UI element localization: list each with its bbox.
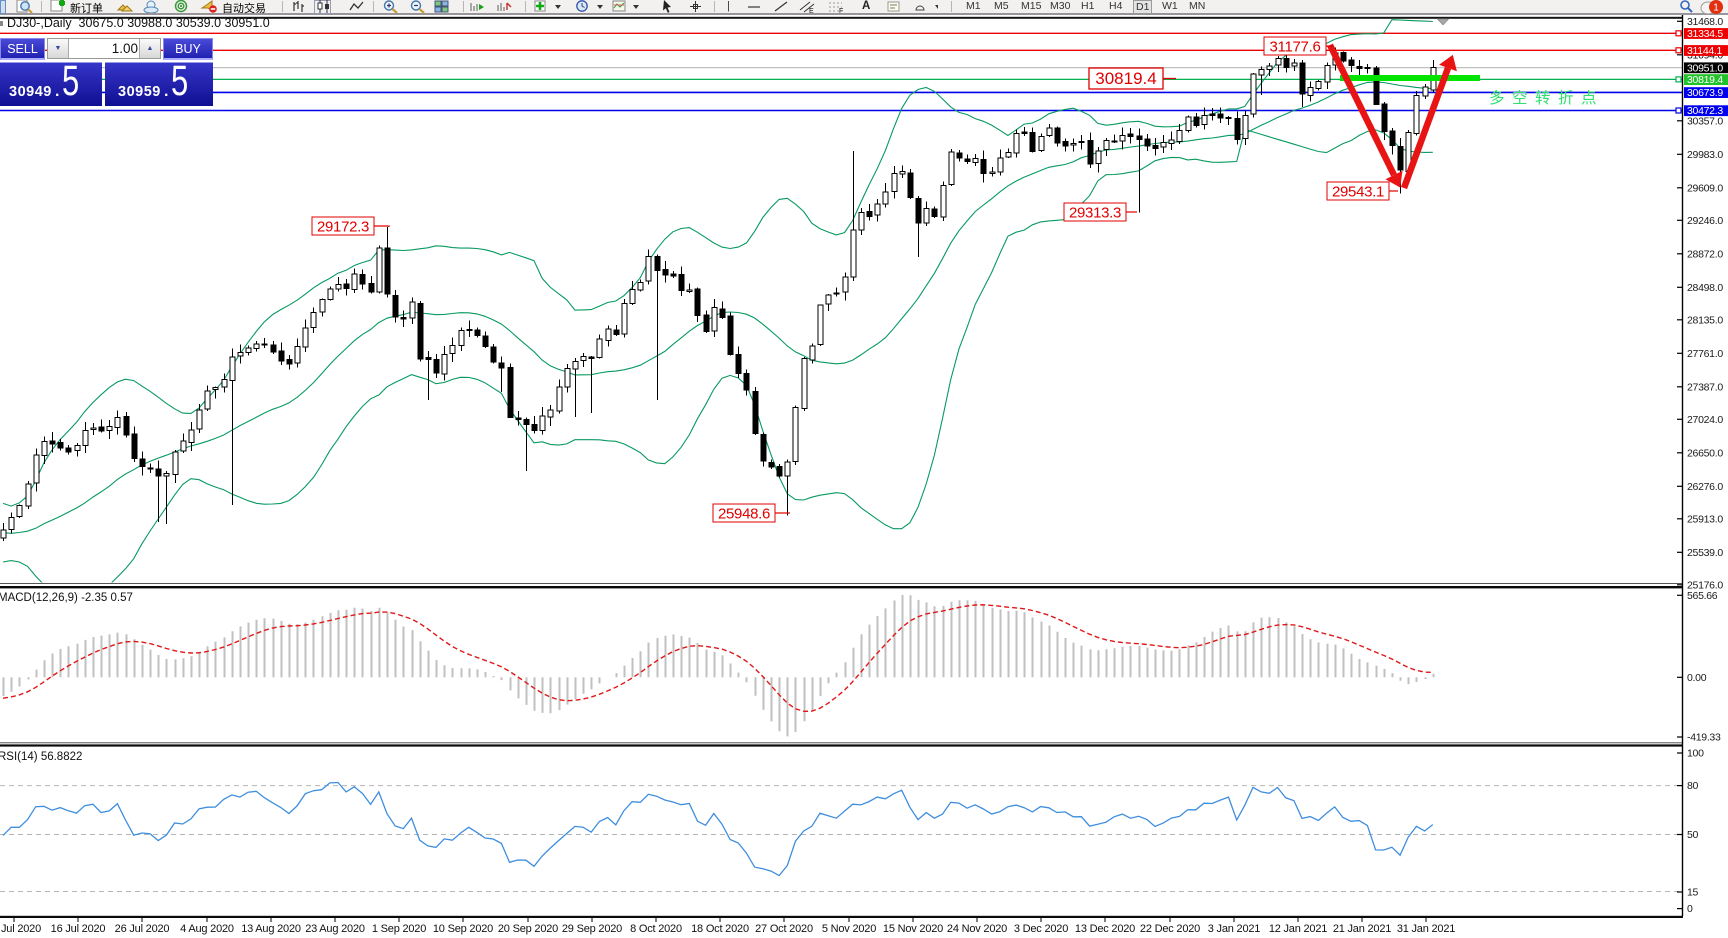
- svg-text:5 Nov 2020: 5 Nov 2020: [822, 923, 876, 935]
- svg-text:1: 1: [1713, 3, 1719, 14]
- svg-text:28498.0: 28498.0: [1687, 282, 1723, 294]
- svg-text:31177.6: 31177.6: [1269, 38, 1320, 55]
- svg-text:31144.1: 31144.1: [1687, 45, 1723, 57]
- svg-text:25176.0: 25176.0: [1687, 579, 1723, 591]
- svg-text:12 Jan 2021: 12 Jan 2021: [1269, 923, 1327, 935]
- svg-text:4 Aug 2020: 4 Aug 2020: [180, 923, 234, 935]
- svg-text:31 Jan 2021: 31 Jan 2021: [1397, 923, 1455, 935]
- svg-text:28872.0: 28872.0: [1687, 248, 1723, 260]
- svg-text:13 Aug 2020: 13 Aug 2020: [241, 923, 301, 935]
- svg-text:18 Oct 2020: 18 Oct 2020: [691, 923, 749, 935]
- svg-text:27387.0: 27387.0: [1687, 381, 1723, 393]
- svg-text:多空转折点: 多空转折点: [1489, 89, 1604, 107]
- svg-text:22 Dec 2020: 22 Dec 2020: [1140, 923, 1200, 935]
- svg-text:25913.0: 25913.0: [1687, 513, 1723, 525]
- svg-text:27761.0: 27761.0: [1687, 348, 1723, 360]
- svg-text:29313.3: 29313.3: [1069, 204, 1121, 221]
- svg-text:3 Dec 2020: 3 Dec 2020: [1014, 923, 1068, 935]
- svg-text:-419.33: -419.33: [1687, 732, 1721, 744]
- svg-text:DJ30-,Daily 30675.0 30988.0 3: DJ30-,Daily 30675.0 30988.0 30539.0 3095…: [7, 16, 270, 30]
- svg-text:16 Jul 2020: 16 Jul 2020: [51, 923, 106, 935]
- svg-text:31468.0: 31468.0: [1687, 16, 1723, 28]
- svg-text:30472.3: 30472.3: [1687, 105, 1723, 117]
- svg-text:100: 100: [1687, 748, 1704, 760]
- svg-text:21 Jan 2021: 21 Jan 2021: [1333, 923, 1391, 935]
- svg-text:30951.0: 30951.0: [1687, 62, 1723, 74]
- svg-text:29 Sep 2020: 29 Sep 2020: [562, 923, 622, 935]
- svg-text:80: 80: [1687, 780, 1699, 792]
- svg-text:23 Aug 2020: 23 Aug 2020: [305, 923, 365, 935]
- svg-text:13 Dec 2020: 13 Dec 2020: [1075, 923, 1135, 935]
- svg-text:31334.5: 31334.5: [1687, 28, 1723, 40]
- svg-text:15 Nov 2020: 15 Nov 2020: [883, 923, 943, 935]
- svg-text:26 Jul 2020: 26 Jul 2020: [115, 923, 170, 935]
- svg-text:50: 50: [1687, 829, 1699, 841]
- svg-text:24 Nov 2020: 24 Nov 2020: [947, 923, 1007, 935]
- svg-text:MACD(12,26,9) -2.35 0.57: MACD(12,26,9) -2.35 0.57: [0, 592, 133, 604]
- svg-text:0: 0: [1687, 903, 1693, 915]
- svg-text:E: E: [809, 8, 814, 13]
- svg-text:29172.3: 29172.3: [317, 218, 369, 235]
- svg-text:0.00: 0.00: [1687, 672, 1707, 684]
- svg-text:F: F: [839, 8, 843, 13]
- svg-text:25948.6: 25948.6: [718, 505, 770, 522]
- svg-text:29983.0: 29983.0: [1687, 149, 1723, 161]
- svg-text:565.66: 565.66: [1687, 590, 1718, 602]
- svg-text:20 Sep 2020: 20 Sep 2020: [498, 923, 558, 935]
- svg-text:3 Jan 2021: 3 Jan 2021: [1208, 923, 1261, 935]
- svg-text:RSI(14) 56.8822: RSI(14) 56.8822: [0, 751, 82, 763]
- svg-text:27 Oct 2020: 27 Oct 2020: [755, 923, 813, 935]
- svg-text:26276.0: 26276.0: [1687, 481, 1723, 493]
- svg-text:8 Oct 2020: 8 Oct 2020: [630, 923, 682, 935]
- svg-text:29246.0: 29246.0: [1687, 215, 1723, 227]
- svg-text:10 Sep 2020: 10 Sep 2020: [433, 923, 493, 935]
- svg-text:30819.4: 30819.4: [1687, 74, 1723, 86]
- svg-text:28135.0: 28135.0: [1687, 314, 1723, 326]
- svg-text:27024.0: 27024.0: [1687, 414, 1723, 426]
- svg-text:26650.0: 26650.0: [1687, 447, 1723, 459]
- svg-text:Jul 2020: Jul 2020: [1, 923, 41, 935]
- svg-text:30673.9: 30673.9: [1687, 87, 1723, 99]
- svg-text:1 Sep 2020: 1 Sep 2020: [372, 923, 426, 935]
- svg-text:15: 15: [1687, 887, 1699, 899]
- svg-text:30819.4: 30819.4: [1095, 69, 1156, 88]
- svg-text:25539.0: 25539.0: [1687, 547, 1723, 559]
- svg-text:29543.1: 29543.1: [1332, 183, 1384, 200]
- svg-text:30357.0: 30357.0: [1687, 115, 1723, 127]
- svg-text:29609.0: 29609.0: [1687, 182, 1723, 194]
